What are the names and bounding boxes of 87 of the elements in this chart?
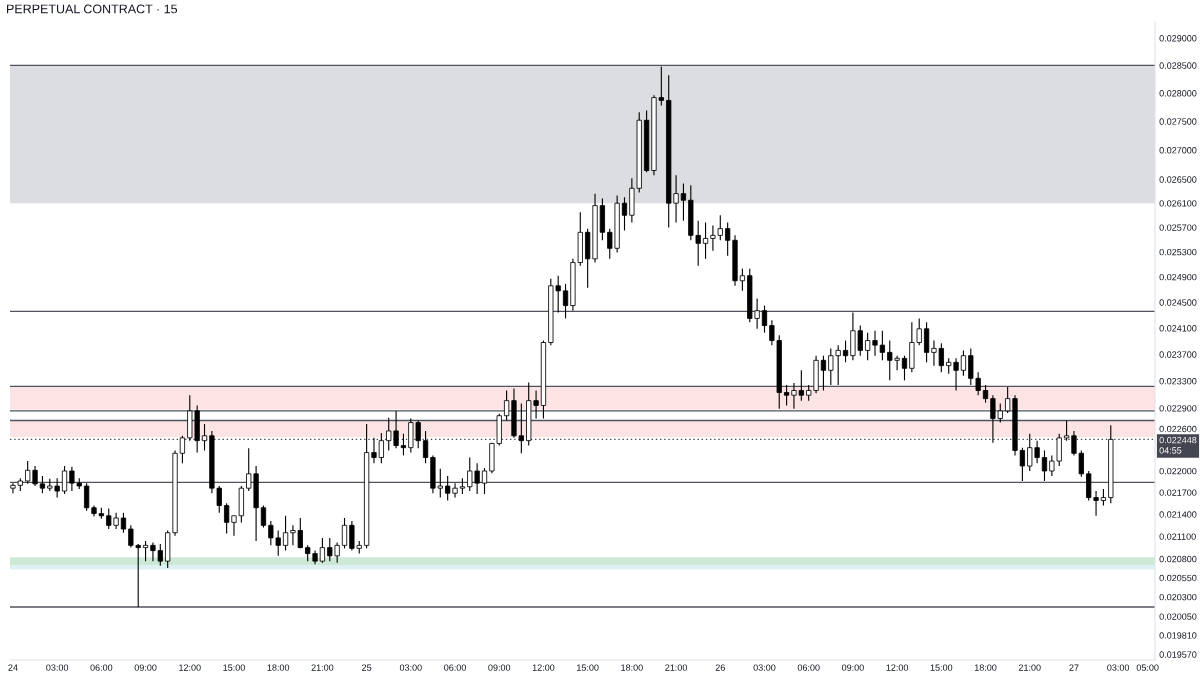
y-tick-label: 0.024100 — [1159, 325, 1197, 332]
y-tick-label: 0.028500 — [1159, 62, 1197, 69]
y-tick-label: 0.020050 — [1159, 613, 1197, 620]
y-tick-label: 0.019810 — [1159, 632, 1197, 639]
y-tick-label: 0.019570 — [1159, 651, 1197, 658]
x-tick-label: 15:00 — [223, 664, 245, 671]
x-tick-label: 06:00 — [797, 664, 820, 671]
y-tick-label: 0.021100 — [1159, 533, 1196, 540]
x-tick-label: 05:00 — [1136, 664, 1159, 671]
candlestick — [901, 355, 908, 381]
y-tick-label: 0.020800 — [1159, 555, 1197, 563]
x-tick-label: 18:00 — [621, 664, 643, 671]
x-tick-label: 18:00 — [974, 664, 997, 671]
x-tick-label: 12:00 — [886, 664, 909, 671]
candlestick — [422, 430, 429, 464]
x-tick-label: 15:00 — [930, 664, 953, 671]
y-tick-label: 0.022000 — [1159, 467, 1197, 475]
candlestick — [260, 504, 267, 529]
x-tick-label: 06:00 — [444, 664, 466, 671]
candlestick — [481, 467, 488, 495]
candlestick — [120, 512, 127, 534]
y-tick-label: 0.024900 — [1159, 273, 1197, 281]
y-tick-label: 0.025700 — [1159, 224, 1197, 231]
y-tick-label: 0.023300 — [1159, 378, 1197, 385]
ref-line-label: 0.022448 04:55 — [1159, 436, 1197, 454]
candlestick — [783, 384, 790, 406]
candlestick — [223, 502, 230, 535]
y-tick-label: 0.026500 — [1159, 176, 1197, 183]
candlestick — [400, 433, 407, 456]
x-tick-label: 26 — [715, 664, 725, 671]
candlestick — [61, 465, 68, 495]
y-tick-label: 0.020550 — [1159, 574, 1197, 582]
candlestick — [282, 515, 289, 552]
candlestick — [761, 304, 768, 334]
x-tick-label: 03:00 — [753, 664, 776, 671]
y-tick-label: 0.026100 — [1159, 200, 1197, 207]
candlestick — [702, 221, 709, 260]
candlestick — [179, 435, 186, 464]
y-tick-label: 0.025300 — [1159, 248, 1197, 256]
y-tick-label: 0.028000 — [1159, 90, 1197, 97]
y-tick-label: 0.022900 — [1159, 405, 1197, 412]
candlestick — [621, 196, 628, 232]
y-tick-label: 0.021700 — [1159, 489, 1197, 496]
candlestick — [503, 389, 510, 422]
x-tick-label: 18:00 — [267, 664, 290, 671]
y-tick-label: 0.024500 — [1159, 299, 1197, 306]
candlestick — [562, 283, 569, 319]
candlestick — [820, 355, 827, 392]
x-tick-label: 06:00 — [90, 664, 113, 671]
candlestick — [341, 517, 348, 549]
x-tick-label: 21:00 — [665, 664, 688, 671]
x-tick-label: 25 — [362, 664, 372, 671]
candlestick — [319, 537, 326, 564]
candlestick — [1041, 449, 1048, 482]
candlestick — [84, 482, 90, 512]
candlestick — [879, 330, 886, 361]
x-tick-label: 24 — [8, 664, 18, 671]
y-tick-label: 0.021400 — [1159, 511, 1197, 518]
x-tick-label: 12:00 — [532, 664, 555, 671]
x-tick-label: 21:00 — [311, 664, 334, 671]
chart-title: PERPETUAL CONTRACT · 15 — [7, 4, 178, 14]
candlestick — [680, 182, 687, 222]
x-tick-label: 09:00 — [841, 664, 864, 671]
candlestick — [201, 423, 208, 452]
candlestick — [842, 339, 849, 363]
y-tick-label: 0.027000 — [1159, 147, 1197, 154]
y-tick-label: 0.029000 — [1159, 35, 1197, 42]
x-tick-label: 27 — [1069, 664, 1079, 671]
candlestick — [1019, 447, 1025, 482]
y-tick-label: 0.020300 — [1159, 593, 1197, 601]
x-tick-label: 03:00 — [1107, 664, 1130, 671]
x-tick-label: 09:00 — [134, 664, 157, 671]
x-tick-label: 03:00 — [46, 664, 69, 671]
candlestick — [1005, 386, 1011, 414]
candlestick — [739, 268, 746, 292]
y-tick-label: 0.023700 — [1159, 351, 1197, 358]
x-tick-label: 15:00 — [577, 664, 599, 671]
y-tick-label: 0.027500 — [1159, 118, 1197, 125]
candlestick — [923, 321, 930, 363]
candlestick — [1063, 419, 1070, 442]
x-tick-label: 09:00 — [488, 664, 511, 671]
candlestick — [960, 349, 967, 377]
x-tick-label: 03:00 — [399, 664, 422, 671]
candlestick — [142, 540, 149, 562]
x-tick-label: 12:00 — [179, 664, 201, 671]
x-tick-label: 21:00 — [1018, 664, 1041, 671]
y-tick-label: 0.022600 — [1159, 425, 1197, 433]
